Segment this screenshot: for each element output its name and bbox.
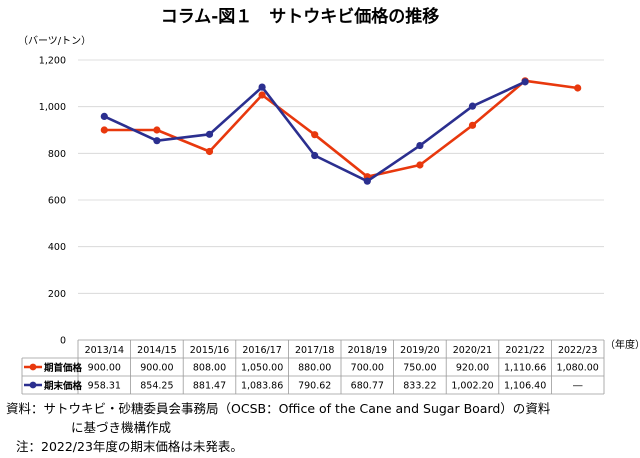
- table-cell: ―: [573, 381, 583, 392]
- data-table: 2013/14 2014/15 2015/16 2016/17 2017/18 2018/…: [21, 339, 605, 395]
- table-cell: 1,083.86: [241, 381, 283, 392]
- table-cell: 833.22: [403, 381, 436, 392]
- gridlines: [78, 59, 604, 294]
- table-cell: 920.00: [456, 363, 489, 374]
- x-tick-label: 2020/21: [453, 345, 492, 356]
- series-lines: [100, 77, 582, 185]
- y-tick-label: 1,200: [39, 56, 66, 67]
- chart-title: コラム-図１ サトウキビ価格の推移: [161, 6, 440, 27]
- data-point: [311, 151, 319, 160]
- data-point: [258, 83, 266, 91]
- y-tick-label: 0: [60, 336, 66, 347]
- data-point: [468, 121, 477, 129]
- data-point: [100, 112, 108, 120]
- table-cell: 854.25: [140, 381, 173, 392]
- x-tick-label: 2017/18: [295, 345, 334, 356]
- source-note: 資料：サトウキビ・砂糖委員会事務局（OCSB：Office of the Can…: [6, 401, 551, 416]
- x-tick-label: 2019/20: [400, 345, 439, 356]
- table-cell: 808.00: [193, 363, 226, 374]
- data-point: [205, 130, 214, 138]
- table-cell: 1,106.40: [504, 381, 546, 392]
- table-cell: 790.62: [298, 381, 331, 392]
- x-tick-label: 2022/23: [558, 345, 597, 356]
- data-point: [153, 126, 161, 134]
- data-point: [258, 91, 266, 99]
- x-tick-label: 2016/17: [242, 345, 281, 356]
- y-tick-labels: 0 200 400 600 800 1,000 1,200: [39, 56, 66, 347]
- table-cell: 1,080.00: [557, 363, 599, 374]
- table-cell: 881.47: [193, 381, 226, 392]
- data-point: [416, 161, 424, 169]
- source-note-continued: に基づき機構作成: [71, 420, 171, 435]
- table-cell: 700.00: [351, 363, 384, 374]
- y-tick-label: 800: [48, 149, 66, 160]
- data-point: [574, 84, 582, 92]
- data-point: [416, 141, 424, 150]
- y-tick-label: 600: [48, 196, 66, 207]
- legend-marker: [29, 363, 37, 371]
- data-point: [153, 137, 161, 145]
- y-tick-label: 200: [48, 289, 66, 300]
- legend-marker: [29, 381, 37, 389]
- x-tick-label: 2013/14: [85, 345, 124, 356]
- table-cell: 1,110.66: [504, 363, 546, 374]
- data-point: [311, 131, 319, 139]
- y-axis-label: （バーツ/トン）: [18, 35, 91, 47]
- x-axis-label: （年度）: [605, 338, 640, 351]
- table-cell: 958.31: [88, 381, 121, 392]
- x-tick-label: 2018/19: [348, 345, 387, 356]
- legend-label: 期首価格: [44, 362, 83, 374]
- footnote: 注：2022/23年度の期末価格は未発表。: [16, 439, 243, 454]
- data-point: [205, 147, 214, 156]
- data-point: [521, 78, 529, 86]
- data-point: [468, 102, 477, 110]
- table-cell: 1,050.00: [241, 363, 283, 374]
- table-cell: 900.00: [88, 363, 121, 374]
- x-tick-label: 2015/16: [190, 345, 229, 356]
- table-cell: 1,002.20: [451, 381, 493, 392]
- data-point: [363, 177, 371, 185]
- table-cell: 880.00: [298, 363, 331, 374]
- x-tick-label: 2014/15: [137, 345, 176, 356]
- table-cell: 750.00: [403, 363, 436, 374]
- table-cell: 900.00: [140, 363, 173, 374]
- x-tick-label: 2021/22: [505, 345, 544, 356]
- y-tick-label: 400: [48, 242, 66, 253]
- legend-label: 期末価格: [44, 380, 83, 392]
- series-line-1: [104, 79, 578, 178]
- table-cell: 680.77: [351, 381, 384, 392]
- y-tick-label: 1,000: [39, 102, 66, 113]
- data-point: [100, 126, 108, 134]
